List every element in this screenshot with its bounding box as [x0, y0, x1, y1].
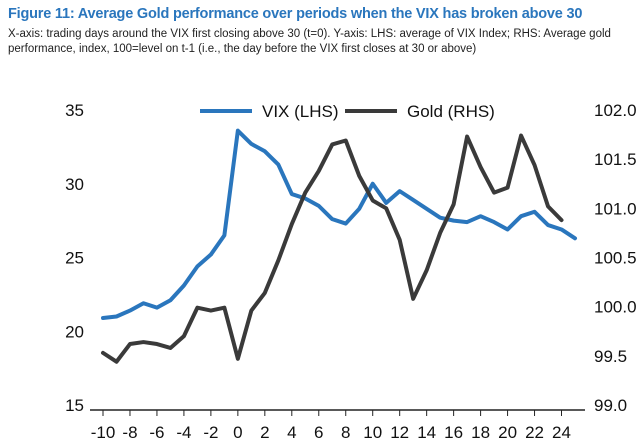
x-tick-label: -4 [176, 423, 191, 442]
legend: VIX (LHS) Gold (RHS) [200, 102, 495, 121]
legend-label-vix: VIX (LHS) [262, 102, 339, 121]
axes: -10 -8 -6 -4 -2 0 2 4 6 8 10 12 14 16 18 20 22 2415202530… [65, 101, 636, 442]
legend-label-gold: Gold (RHS) [407, 102, 495, 121]
x-tick-label: -2 [203, 423, 218, 442]
x-tick-label: 16 [444, 423, 463, 442]
x-tick-label: -10 [91, 423, 116, 442]
x-tick-label: 18 [471, 423, 490, 442]
x-tick-label: -6 [149, 423, 164, 442]
chart-title: Figure 11: Average Gold performance over… [8, 6, 583, 22]
y-left-tick-label: 20 [65, 322, 84, 341]
x-tick-label: 4 [287, 423, 296, 442]
x-tick-label: 8 [341, 423, 350, 442]
x-tick-label: 14 [417, 423, 436, 442]
x-tick-label: 12 [390, 423, 409, 442]
y-left-tick-label: 30 [65, 175, 84, 194]
y-right-tick-label: 99.5 [594, 347, 627, 366]
x-tick-label: 6 [314, 423, 323, 442]
y-right-tick-label: 100.5 [594, 249, 637, 268]
chart-subtitle: X-axis: trading days around the VIX firs… [8, 28, 611, 55]
y-left-tick-label: 35 [65, 101, 84, 120]
x-tick-label: 10 [363, 423, 382, 442]
y-right-tick-label: 101.5 [594, 150, 637, 169]
series-line-gold [101, 133, 564, 364]
x-tick-label: 2 [260, 423, 269, 442]
x-tick-label: 0 [233, 423, 242, 442]
series-line-vix [101, 128, 577, 320]
y-right-tick-label: 102.0 [594, 101, 637, 120]
x-tick-label: 22 [525, 423, 544, 442]
y-right-tick-label: 99.0 [594, 396, 627, 415]
series-layer [101, 128, 577, 364]
x-tick-label: 24 [552, 423, 571, 442]
x-tick-label: 20 [498, 423, 517, 442]
y-right-tick-label: 100.0 [594, 298, 637, 317]
x-tick-label: -8 [122, 423, 137, 442]
y-left-tick-label: 15 [65, 396, 84, 415]
y-right-tick-label: 101.0 [594, 199, 637, 218]
y-left-tick-label: 25 [65, 249, 84, 268]
